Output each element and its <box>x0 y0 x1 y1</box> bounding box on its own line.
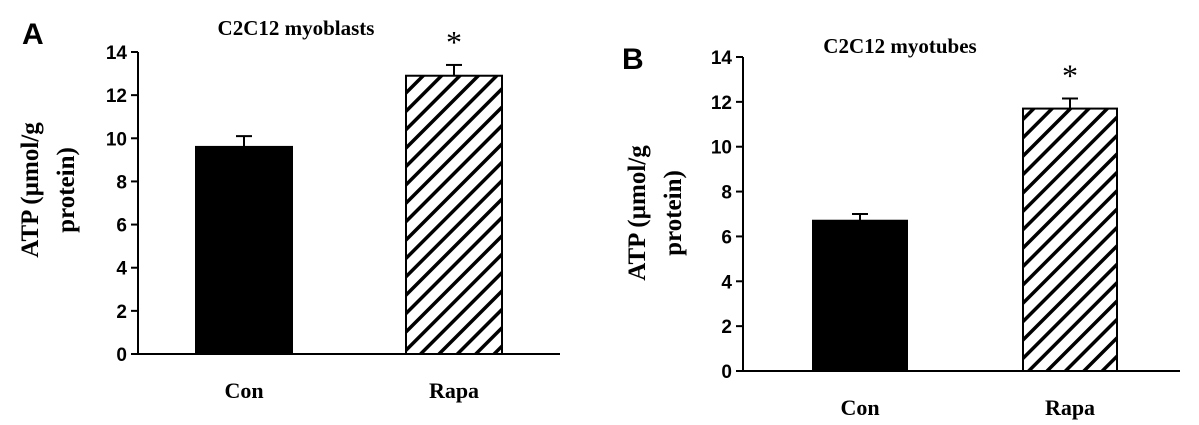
y-tick-label-a: 8 <box>116 172 127 193</box>
chart-title-a: C2C12 myoblasts <box>218 16 375 40</box>
y-tick-label-a: 2 <box>116 302 127 323</box>
y-axis-label-b: ATP (µmol/g protein) <box>624 145 687 281</box>
y-tick-label-b: 0 <box>721 362 732 383</box>
y-axis-label-b-line2: protein) <box>660 170 687 256</box>
y-tick-label-b: 2 <box>721 317 732 338</box>
category-label-b-con: Con <box>840 395 879 420</box>
y-tick-label-a: 12 <box>106 86 127 107</box>
y-tick-label-b: 6 <box>721 227 732 248</box>
significance-marker-a: * <box>446 24 462 60</box>
panel-letter-a: A <box>22 18 44 51</box>
y-tick-label-a: 4 <box>116 259 127 280</box>
y-tick-label-b: 4 <box>721 272 732 293</box>
y-axis-label-a: ATP (µmol/g protein) <box>17 122 80 258</box>
y-tick-label-b: 12 <box>711 93 732 114</box>
chart-panel-b: B C2C12 myotubes ATP (µmol/g protein) 0 2… <box>622 34 1180 420</box>
y-tick-label-a: 14 <box>106 43 128 64</box>
significance-marker-b: * <box>1062 57 1078 93</box>
y-tick-label-b: 14 <box>711 48 733 69</box>
y-tick-label-a: 10 <box>106 129 127 150</box>
chart-title-b: C2C12 myotubes <box>823 34 976 58</box>
bar-b-rapa <box>1022 107 1118 372</box>
chart-panel-a: A C2C12 myoblasts ATP (µmol/g protein) 0… <box>17 16 560 403</box>
panel-letter-b: B <box>622 43 644 76</box>
bar-b-con <box>812 219 908 372</box>
bar-a-rapa <box>405 74 503 355</box>
y-axis-label-a-line1: ATP (µmol/g <box>17 122 44 258</box>
category-label-b-rapa: Rapa <box>1045 395 1095 420</box>
y-tick-label-a: 0 <box>116 345 127 366</box>
bar-a-con <box>195 145 293 355</box>
y-tick-label-b: 8 <box>721 183 732 204</box>
category-label-a-rapa: Rapa <box>429 378 479 403</box>
y-axis-label-b-line1: ATP (µmol/g <box>624 145 651 281</box>
y-tick-label-a: 6 <box>116 216 127 237</box>
y-axis-label-a-line2: protein) <box>53 147 80 233</box>
category-label-a-con: Con <box>224 378 263 403</box>
y-tick-label-b: 10 <box>711 138 732 159</box>
